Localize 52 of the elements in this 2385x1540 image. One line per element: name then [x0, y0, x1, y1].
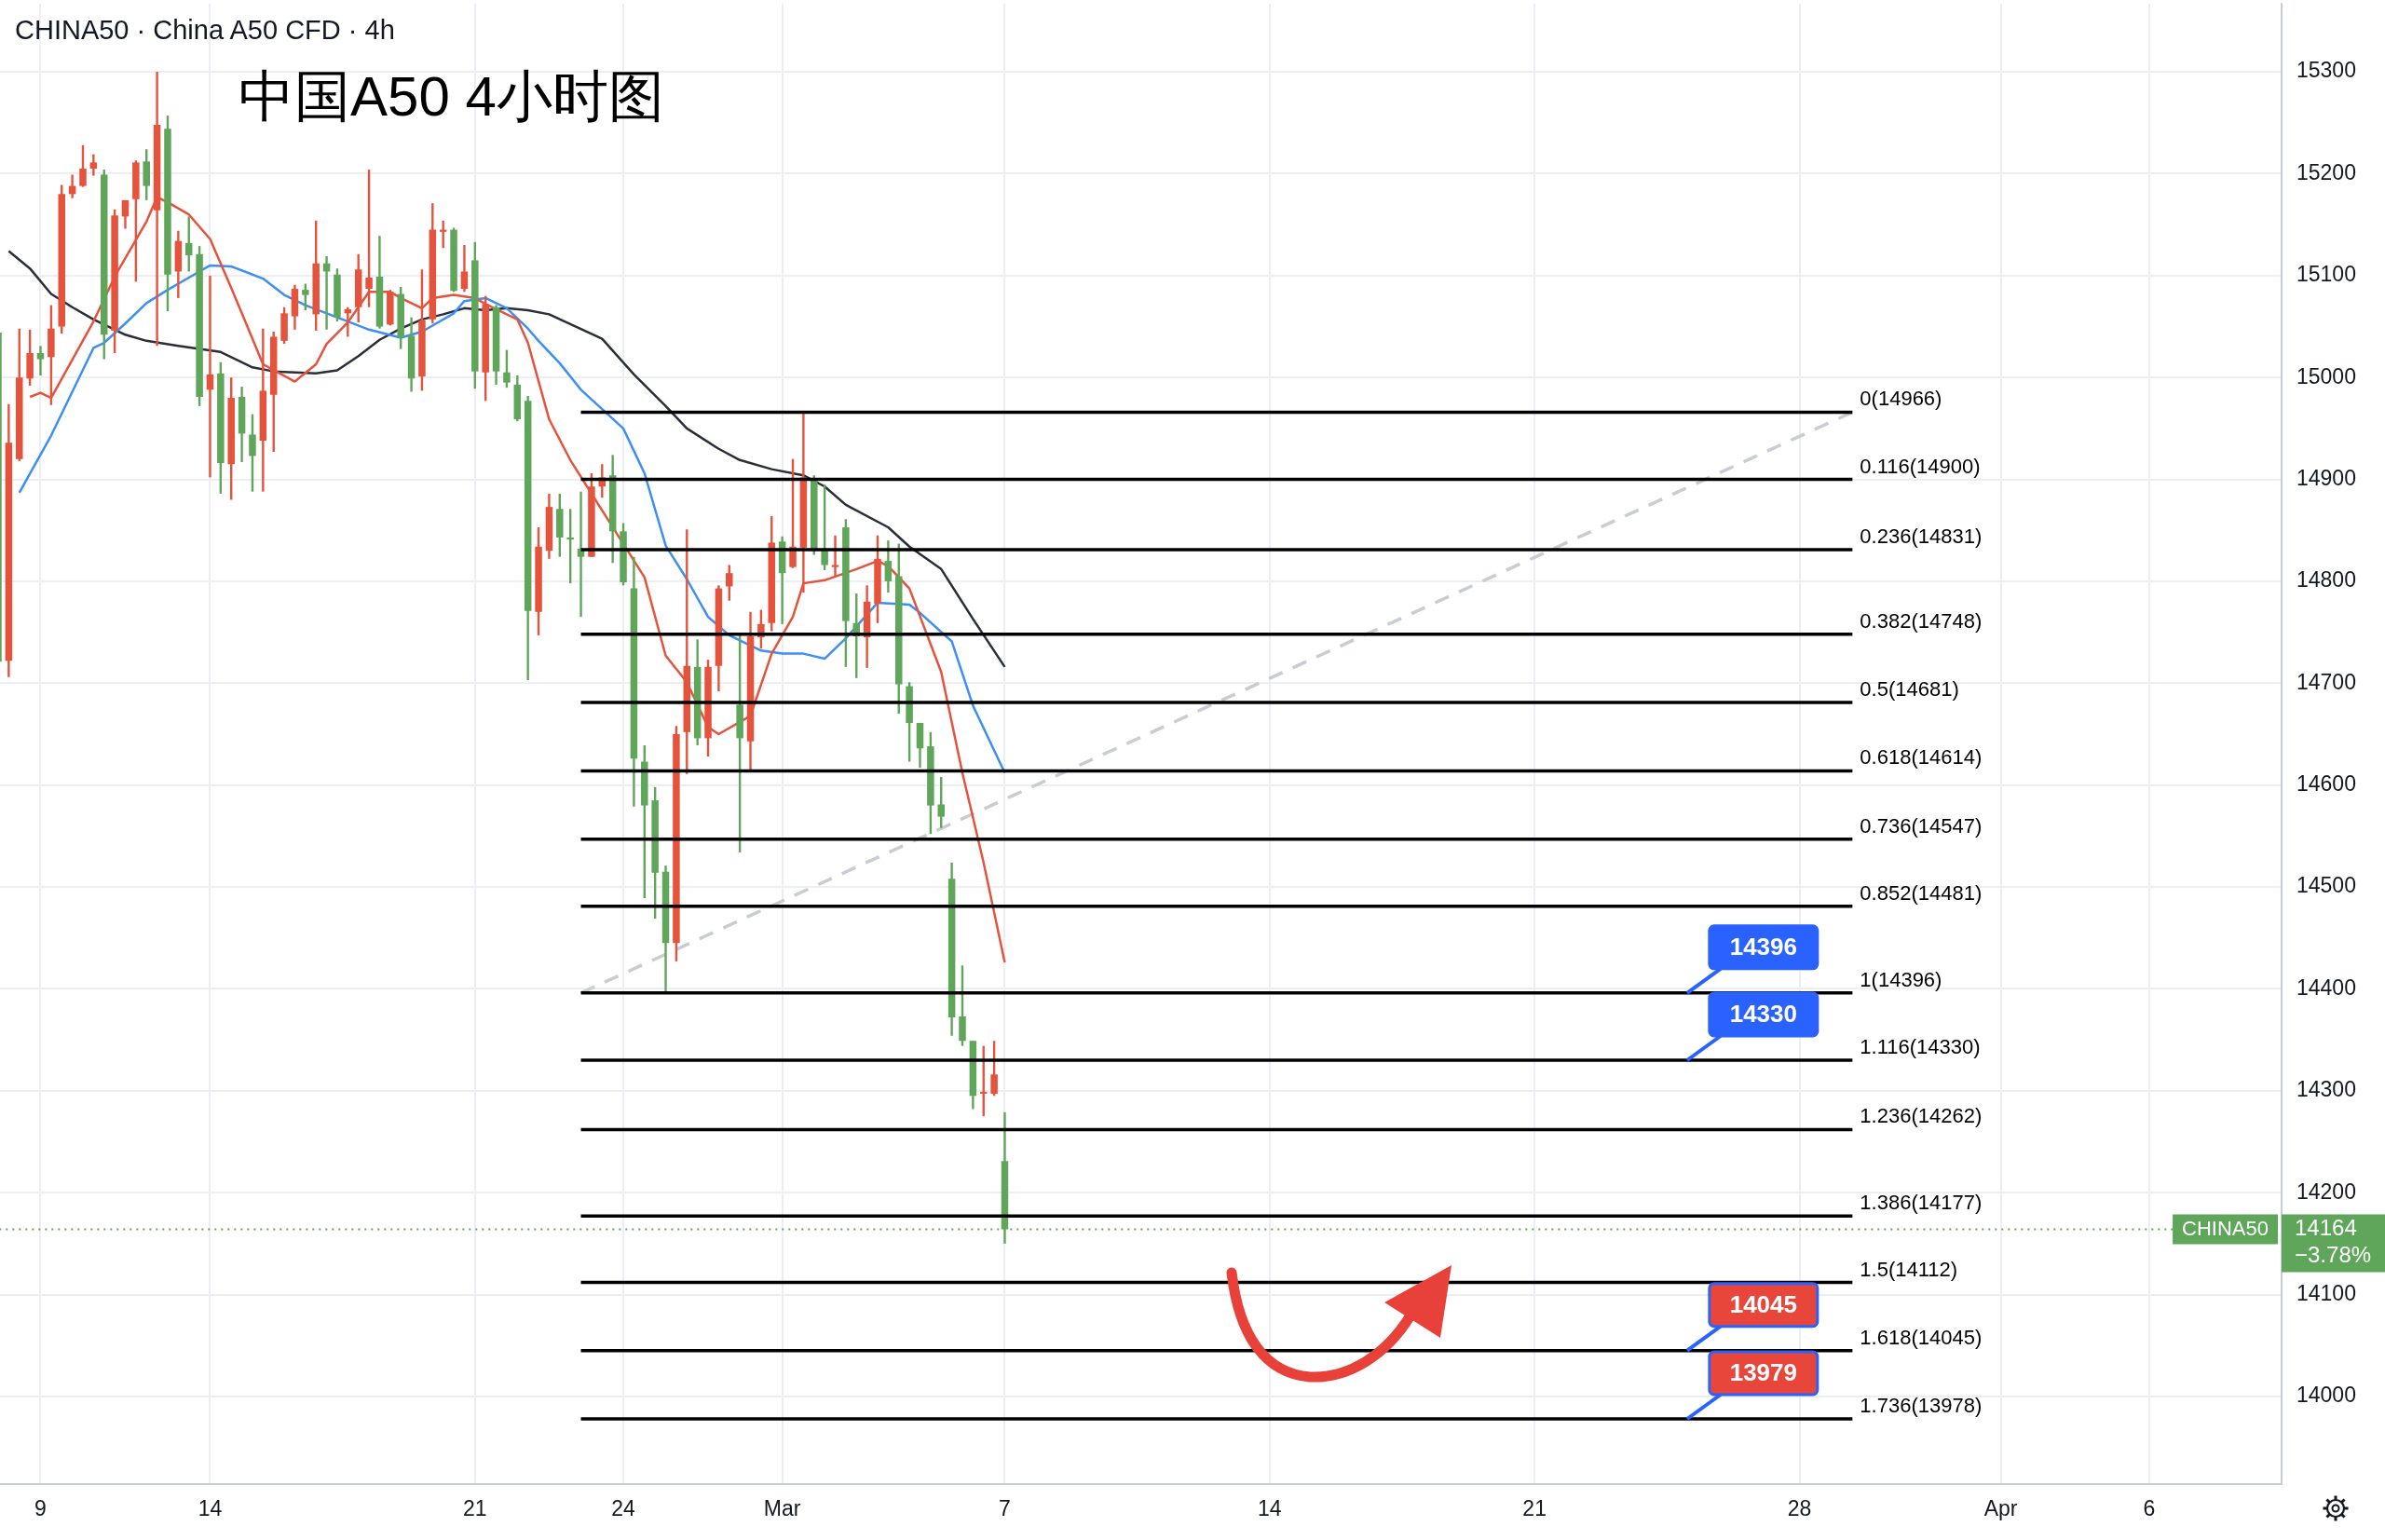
text: −3.78%	[2295, 1242, 2372, 1268]
x-tick-label: 9	[34, 1496, 47, 1521]
candlestick	[36, 346, 45, 376]
ref-line-label: 1.736(13978)	[1860, 1394, 1983, 1418]
x-tick-label: 14	[198, 1496, 223, 1521]
chart-subtitle: CHINA50 · China A50 CFD · 4h	[15, 15, 395, 46]
y-tick-label: 15200	[2296, 159, 2356, 184]
y-tick-label: 14000	[2296, 1383, 2356, 1408]
x-tick-label: 7	[999, 1496, 1011, 1521]
ref-line-label: 1.386(14177)	[1860, 1191, 1983, 1215]
y-tick-label: 15100	[2296, 262, 2356, 287]
y-tick-label: 14900	[2296, 465, 2356, 490]
y-tick-label: 14400	[2296, 974, 2356, 1000]
x-tick-label: 24	[611, 1496, 636, 1521]
annotation: 14045	[1729, 1289, 1797, 1318]
x-tick-label: Mar	[763, 1496, 801, 1521]
ref-line-label: CHINA50	[2182, 1216, 2269, 1240]
y-tick-label: 14500	[2296, 873, 2356, 898]
y-tick-label: 15300	[2296, 58, 2356, 83]
x-tick-label: 21	[1522, 1496, 1547, 1521]
x-tick-label: 14	[1258, 1496, 1282, 1521]
y-tick-label: 15000	[2296, 363, 2356, 388]
y-tick-label: 14800	[2296, 567, 2356, 593]
ref-line-label: 0.618(14614)	[1860, 745, 1983, 770]
y-tick-label: 14600	[2296, 771, 2356, 797]
ref-line-label: 0.116(14900)	[1860, 454, 1981, 478]
ref-line-label: 0.236(14831)	[1860, 525, 1983, 549]
ref-line-label: 0.852(14481)	[1860, 880, 1983, 905]
ref-line-label: 1.5(14112)	[1860, 1257, 1958, 1281]
x-tick-label: 6	[2143, 1496, 2156, 1521]
x-tick-label: 21	[463, 1496, 487, 1521]
ref-line-label: 0(14966)	[1860, 387, 1942, 411]
ref-line-label: 1.618(14045)	[1860, 1325, 1983, 1349]
y-tick-label: 14700	[2296, 669, 2356, 694]
y-tick-label: 14300	[2296, 1077, 2356, 1102]
annotation: 13979	[1729, 1358, 1797, 1387]
ref-line-label: 1(14396)	[1860, 967, 1942, 991]
text: 14164	[2295, 1215, 2357, 1241]
ref-line-label: 0.5(14681)	[1860, 677, 1959, 702]
ref-line-label: 1.236(14262)	[1860, 1104, 1983, 1128]
ref-line-label: 0.382(14748)	[1860, 608, 1983, 633]
y-tick-label: 14200	[2296, 1179, 2356, 1204]
ref-line-label: 0.736(14547)	[1860, 813, 1983, 838]
text: 中国A50 4小时图	[238, 64, 664, 129]
annotation: 14396	[1729, 932, 1797, 961]
x-tick-label: 28	[1787, 1496, 1812, 1521]
candlestick	[831, 535, 839, 578]
annotation: 14330	[1729, 1000, 1797, 1029]
y-tick-label: 14100	[2296, 1280, 2356, 1305]
candlestick	[206, 275, 214, 478]
x-tick-label: Apr	[1983, 1496, 2018, 1521]
ref-line-label: 1.116(14330)	[1860, 1035, 1981, 1059]
